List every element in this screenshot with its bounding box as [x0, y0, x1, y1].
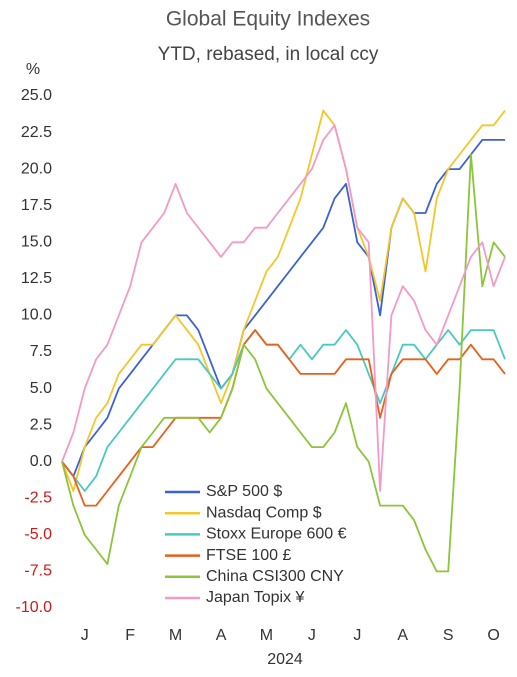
- series-line: [61, 139, 505, 478]
- x-tick-label: O: [487, 627, 499, 644]
- y-tick-label: -2.5: [24, 490, 52, 507]
- y-tick-label: 5.0: [30, 380, 52, 397]
- y-tick-label: 25.0: [21, 87, 52, 104]
- y-tick-label: 17.5: [21, 197, 52, 214]
- legend-label: China CSI300 CNY: [206, 568, 344, 585]
- y-tick-label: -5.0: [24, 526, 52, 543]
- y-tick-label: 2.5: [30, 416, 52, 433]
- x-tick-label: S: [443, 627, 454, 644]
- y-axis-label: %: [26, 61, 40, 78]
- x-tick-label: M: [169, 627, 182, 644]
- chart-subtitle: YTD, rebased, in local ccy: [158, 44, 379, 65]
- x-axis-label: 2024: [267, 651, 303, 668]
- x-tick-label: A: [216, 627, 227, 644]
- legend-label: Nasdaq Comp $: [206, 504, 322, 521]
- x-tick-label: J: [353, 627, 361, 644]
- series-line: [61, 124, 506, 492]
- legend-label: FTSE 100 £: [206, 547, 291, 564]
- x-tick-label: F: [125, 627, 135, 644]
- y-tick-label: 20.0: [21, 160, 52, 177]
- y-tick-label: 7.5: [30, 343, 52, 360]
- series-line: [61, 329, 506, 507]
- x-tick-label: A: [397, 627, 408, 644]
- legend-label: Stoxx Europe 600 €: [206, 526, 347, 543]
- x-tick-label: J: [308, 627, 316, 644]
- y-tick-label: 22.5: [21, 124, 52, 141]
- series-line: [61, 109, 506, 492]
- x-tick-label: M: [260, 627, 273, 644]
- y-tick-label: 12.5: [21, 270, 52, 287]
- y-tick-label: -10.0: [16, 599, 53, 616]
- x-tick-label: J: [81, 627, 89, 644]
- chart-title: Global Equity Indexes: [166, 8, 370, 31]
- y-tick-label: 10.0: [21, 307, 52, 324]
- y-tick-label: 15.0: [21, 234, 52, 251]
- y-tick-label: -7.5: [24, 563, 52, 580]
- series-line: [61, 153, 506, 573]
- legend-label: Japan Topix ¥: [206, 589, 305, 606]
- y-tick-label: 0.0: [30, 453, 52, 470]
- legend-label: S&P 500 $: [206, 483, 282, 500]
